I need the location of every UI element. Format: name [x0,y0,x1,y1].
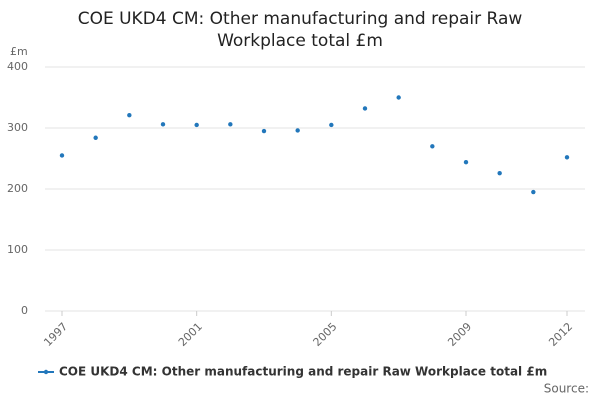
y-tick-label: 200 [7,182,28,195]
point [295,128,300,133]
point [194,122,199,128]
point [261,128,267,134]
chart-title: COE UKD4 CM: Other manufacturing and rep… [77,9,523,51]
point [396,95,401,100]
point [228,122,233,127]
legend-label: COE UKD4 CM: Other manufacturing and rep… [59,365,547,379]
legend-marker [43,369,49,375]
point [93,135,98,140]
point [531,189,536,195]
x-tick-label: 2001 [176,320,205,349]
x-tick-label: 1997 [41,320,70,349]
point [160,122,166,127]
point [463,159,469,165]
x-tick-label: 2009 [445,320,474,349]
x-tick-label: 2005 [311,320,340,349]
point [430,144,435,149]
y-tick-label: 300 [7,121,28,134]
point [564,155,570,160]
y-unit: £m [10,45,28,58]
point [497,170,502,176]
point [127,112,132,118]
point [59,153,65,158]
y-tick-label: 0 [21,304,28,317]
y-tick-label: 400 [7,60,28,73]
source: Source: [544,382,589,396]
point [329,122,334,128]
point [362,106,368,111]
x-tick-label: 2012 [546,320,575,349]
y-tick-label: 100 [7,243,28,256]
